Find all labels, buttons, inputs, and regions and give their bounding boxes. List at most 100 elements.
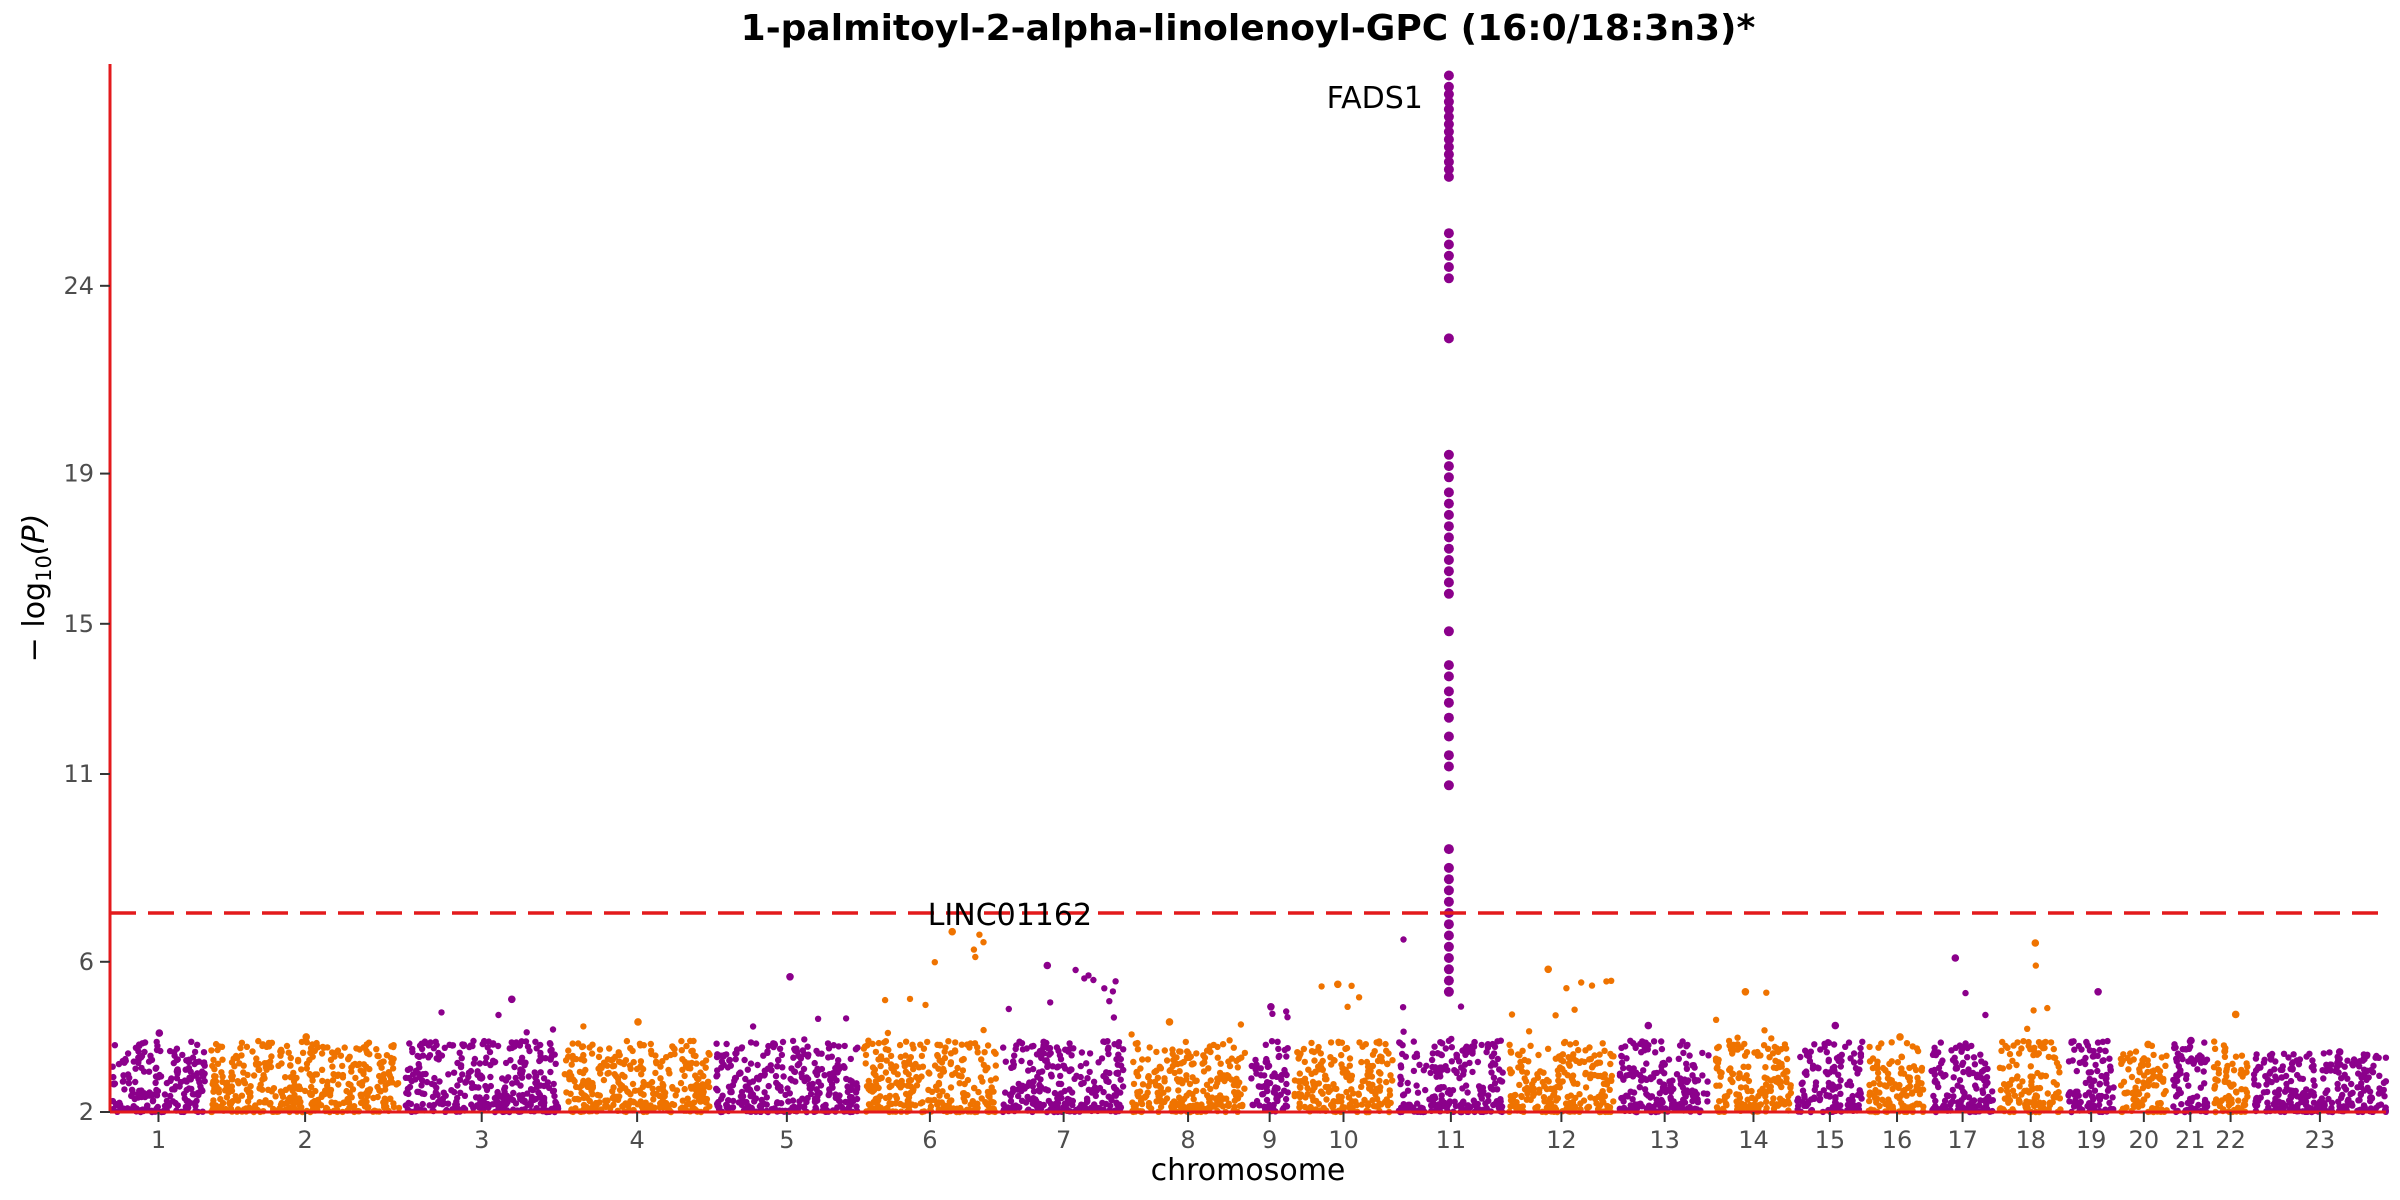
snp-point (1811, 1041, 1818, 1048)
snp-point (825, 1054, 832, 1061)
peak-snp-point (1443, 844, 1454, 855)
snp-point (502, 1094, 510, 1102)
snp-point (1110, 1083, 1118, 1091)
snp-point (552, 1060, 559, 1068)
snp-point (1734, 1046, 1741, 1053)
snp-point (357, 1067, 364, 1074)
snp-point (1981, 1060, 1989, 1067)
snp-point (1302, 1079, 1310, 1087)
snp-point (290, 1069, 297, 1077)
snp-point (1225, 1100, 1233, 1107)
peak-snp-point (1443, 986, 1454, 997)
snp-point (1439, 1040, 1446, 1047)
snp-point (551, 1051, 558, 1058)
snp-point (548, 1046, 555, 1054)
snp-point (609, 1063, 616, 1070)
snp-point (2099, 1057, 2106, 1065)
snp-point (1554, 1067, 1562, 1074)
snp-point (1832, 1094, 1839, 1101)
snp-point (256, 1099, 263, 1106)
snp-point (298, 1066, 305, 1073)
snp-point (2361, 1056, 2368, 1063)
peak-snp-point (1443, 964, 1454, 975)
snp-point (684, 1095, 691, 1102)
snp-point (971, 1040, 979, 1047)
snp-point (637, 1090, 645, 1097)
snp-point (532, 1038, 539, 1046)
snp-point (1563, 985, 1570, 992)
snp-point (697, 1069, 704, 1076)
snp-point (1200, 1087, 1207, 1095)
snp-point (742, 1075, 749, 1083)
snp-point (600, 1076, 608, 1084)
snp-point (652, 1052, 659, 1059)
chromosome-4-points (561, 1018, 713, 1116)
snp-point (1025, 1067, 1032, 1074)
snp-point (1135, 1093, 1142, 1100)
snp-point (2179, 1055, 2186, 1063)
snp-point (699, 1090, 707, 1097)
peak-snp-point (1443, 239, 1454, 250)
snp-point (678, 1047, 685, 1054)
snp-point (1564, 1093, 1571, 1101)
snp-point (128, 1086, 136, 1094)
snp-point (1200, 1052, 1207, 1059)
snp-point (1345, 1094, 1353, 1101)
snp-point (2354, 1084, 2361, 1091)
snp-point (2156, 1068, 2164, 1075)
snp-point (1268, 1038, 1276, 1045)
snp-point (959, 1090, 967, 1097)
snp-point (1897, 1070, 1905, 1077)
snp-point (1494, 1086, 1501, 1093)
snp-point (407, 1065, 414, 1072)
snp-point (1343, 1044, 1351, 1052)
snp-point (1458, 1064, 1465, 1071)
snp-point (1171, 1055, 1179, 1062)
snp-point (2175, 1086, 2183, 1093)
snp-point (238, 1039, 246, 1047)
snp-point (1540, 1069, 1547, 1076)
snp-point (1712, 1016, 1720, 1023)
snp-point (1259, 1091, 1266, 1098)
snp-point (265, 1039, 273, 1047)
snp-point (1699, 1072, 1706, 1079)
snp-point (1065, 1046, 1072, 1053)
snp-point (2020, 1038, 2027, 1045)
snp-point (1432, 1064, 1439, 1071)
snp-point (2306, 1050, 2313, 1058)
snp-point (2120, 1051, 2127, 1058)
snp-point (1304, 1090, 1311, 1098)
snp-point (406, 1083, 414, 1091)
snp-point (1434, 1050, 1441, 1057)
snp-point (1596, 1102, 1604, 1109)
snp-point (1523, 1069, 1531, 1076)
snp-point (1809, 1062, 1817, 1069)
snp-point (785, 1098, 792, 1105)
snp-point (829, 1084, 836, 1091)
snp-point (1618, 1044, 1625, 1052)
snp-point (771, 1041, 779, 1049)
snp-point (665, 1066, 672, 1074)
snp-point (1623, 1055, 1630, 1062)
peak-snp-point (1443, 543, 1454, 554)
snp-point (909, 1041, 916, 1049)
x-tick-label: 13 (1649, 1126, 1680, 1154)
snp-point (951, 1048, 958, 1055)
snp-point (724, 1103, 731, 1110)
snp-point (2094, 1039, 2102, 1046)
snp-point (727, 1088, 734, 1096)
snp-point (567, 1090, 574, 1098)
snp-point (1016, 1104, 1023, 1111)
snp-point (765, 1042, 772, 1050)
top-snp-point (2094, 988, 2102, 996)
snp-point (223, 1084, 231, 1091)
snp-point (1120, 1066, 1127, 1074)
snp-point (1166, 1067, 1173, 1075)
snp-point (739, 1094, 746, 1102)
snp-point (1308, 1048, 1316, 1055)
snp-point (2201, 1058, 2209, 1066)
snp-point (1729, 1078, 1736, 1086)
snp-point (1408, 1103, 1415, 1111)
snp-point (240, 1077, 247, 1084)
snp-point (939, 1088, 946, 1095)
